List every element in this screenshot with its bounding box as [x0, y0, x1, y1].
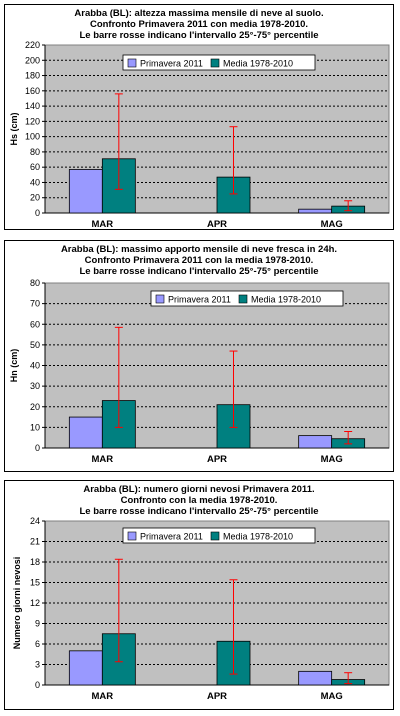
chart-panel-hn: Arabba (BL): massimo apporto mensile di … [4, 240, 394, 472]
y-tick-label: 220 [25, 40, 40, 50]
y-tick-label: 70 [30, 299, 40, 309]
y-tick-label: 3 [35, 660, 40, 670]
y-tick-label: 180 [25, 71, 40, 81]
y-tick-label: 40 [30, 361, 40, 371]
x-category-label: MAG [321, 691, 343, 702]
y-tick-label: 60 [30, 319, 40, 329]
y-tick-label: 140 [25, 101, 40, 111]
legend-label-series-2: Media 1978-2010 [223, 532, 293, 542]
y-tick-label: 6 [35, 639, 40, 649]
y-tick-label: 21 [30, 537, 40, 547]
legend-label-series-2: Media 1978-2010 [251, 295, 321, 305]
y-tick-label: 15 [30, 578, 40, 588]
chart-title-line: Le barre rosse indicano l'intervallo 25°… [79, 266, 318, 277]
legend-swatch-series-1 [155, 294, 165, 304]
chart-panel-giorni: Arabba (BL): numero giorni nevosi Primav… [4, 480, 394, 710]
legend-label-series-1: Primavera 2011 [140, 532, 203, 542]
y-tick-label: 40 [30, 177, 40, 187]
chart-title-line: Le barre rosse indicano l'intervallo 25°… [79, 506, 318, 517]
legend-label-series-1: Primavera 2011 [168, 295, 231, 305]
y-tick-label: 160 [25, 86, 40, 96]
chart-title-line: Arabba (BL): altezza massima mensile di … [74, 8, 323, 19]
legend-label-series-2: Media 1978-2010 [223, 59, 293, 69]
x-category-label: MAR [92, 691, 114, 702]
chart-title-line: Arabba (BL): massimo apporto mensile di … [61, 244, 337, 255]
y-tick-label: 24 [30, 516, 40, 526]
y-tick-label: 0 [35, 680, 40, 690]
chart-svg-hn: Arabba (BL): massimo apporto mensile di … [9, 244, 390, 465]
y-tick-label: 120 [25, 116, 40, 126]
bar-mag-series-1 [298, 208, 333, 214]
bar-mag-series-1 [298, 435, 333, 449]
x-category-label: MAR [92, 454, 114, 465]
chart-title-line: Confronto con la media 1978-2010. [121, 495, 278, 506]
bar-mar-series-1 [68, 169, 103, 214]
y-tick-label: 50 [30, 340, 40, 350]
y-tick-label: 200 [25, 55, 40, 65]
y-axis-label: Numero giorni nevosi [12, 557, 22, 650]
chart-svg-giorni: Arabba (BL): numero giorni nevosi Primav… [12, 484, 390, 702]
y-axis-label: Hn (cm) [9, 349, 19, 383]
chart-panel-hs: Arabba (BL): altezza massima mensile di … [4, 4, 394, 230]
bar-mar-series-1 [68, 650, 103, 686]
x-category-label: MAR [92, 219, 114, 229]
y-axis-label: Hs (cm) [9, 112, 19, 145]
y-tick-label: 10 [30, 422, 40, 432]
legend-swatch-series-2 [238, 294, 248, 304]
y-tick-label: 80 [30, 147, 40, 157]
bar-mar-series-1 [68, 416, 103, 449]
y-tick-label: 20 [30, 193, 40, 203]
x-category-label: APR [207, 454, 227, 465]
y-tick-label: 0 [35, 443, 40, 453]
y-tick-label: 100 [25, 132, 40, 142]
y-tick-label: 9 [35, 619, 40, 629]
legend-swatch-series-1 [127, 58, 137, 68]
x-category-label: MAG [321, 219, 343, 229]
x-category-label: APR [207, 691, 227, 702]
y-tick-label: 12 [30, 598, 40, 608]
chart-title-line: Confronto Primavera 2011 con media 1978-… [90, 19, 308, 30]
legend-swatch-series-2 [210, 531, 220, 541]
y-tick-label: 20 [30, 402, 40, 412]
y-tick-label: 0 [35, 208, 40, 218]
chart-svg-hs: Arabba (BL): altezza massima mensile di … [9, 8, 390, 229]
chart-title-line: Arabba (BL): numero giorni nevosi Primav… [83, 484, 314, 495]
bar-mag-series-1 [298, 670, 333, 686]
legend-swatch-series-2 [210, 58, 220, 68]
y-tick-label: 30 [30, 381, 40, 391]
chart-title-line: Le barre rosse indicano l'intervallo 25°… [79, 30, 318, 41]
chart-title-line: Confronto Primavera 2011 con la media 19… [85, 255, 314, 266]
y-tick-label: 18 [30, 557, 40, 567]
y-tick-label: 60 [30, 162, 40, 172]
legend-label-series-1: Primavera 2011 [140, 59, 203, 69]
legend-swatch-series-1 [127, 531, 137, 541]
x-category-label: MAG [321, 454, 343, 465]
x-category-label: APR [207, 219, 227, 229]
y-tick-label: 80 [30, 278, 40, 288]
